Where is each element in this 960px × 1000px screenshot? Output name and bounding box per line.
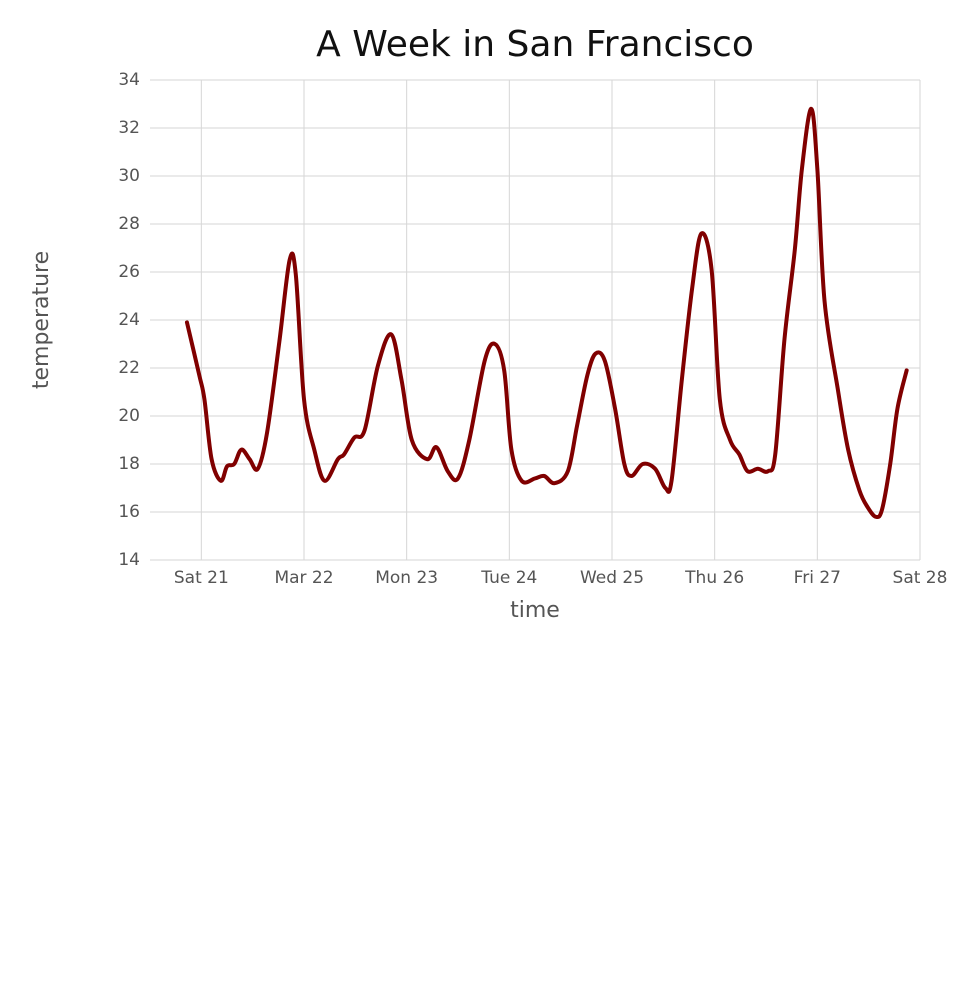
x-tick-label: Thu 26 — [684, 568, 744, 588]
x-tick-label: Mar 22 — [274, 568, 333, 588]
y-tick-label: 32 — [118, 118, 140, 138]
y-axis-title: temperature — [29, 251, 54, 389]
x-tick-label: Sat 28 — [893, 568, 948, 588]
y-tick-label: 20 — [118, 406, 140, 426]
y-tick-label: 26 — [118, 262, 140, 282]
line — [184, 106, 909, 520]
chart-title: A Week in San Francisco — [316, 24, 754, 65]
y-tick-label: 24 — [118, 310, 140, 330]
x-axis-title: time — [510, 598, 560, 623]
y-tick-label: 16 — [118, 502, 140, 522]
x-tick-label: Wed 25 — [580, 568, 644, 588]
x-tick-label: Fri 27 — [794, 568, 841, 588]
y-tick-label: 30 — [118, 166, 140, 186]
y-tick-label: 34 — [118, 70, 140, 90]
x-tick-label: Sat 21 — [174, 568, 229, 588]
x-tick-label: Tue 24 — [480, 568, 537, 588]
y-tick-label: 18 — [118, 454, 140, 474]
y-tick-label: 14 — [118, 550, 140, 570]
y-tick-label: 22 — [118, 358, 140, 378]
y-tick-label: 28 — [118, 214, 140, 234]
x-tick-label: Mon 23 — [375, 568, 438, 588]
